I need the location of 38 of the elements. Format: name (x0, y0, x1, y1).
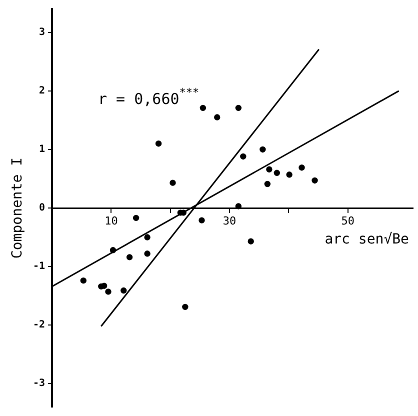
y-tick-label: -3 (32, 378, 46, 390)
point (120, 287, 127, 294)
point (214, 114, 220, 120)
point (286, 172, 292, 178)
x-axis-title: arc sen√Be (324, 232, 409, 248)
x-tick-label: 50 (341, 214, 355, 228)
point (155, 140, 162, 147)
point (198, 217, 205, 224)
annotation: r = 0,660*** (98, 86, 200, 108)
point (200, 104, 206, 112)
y-tick-label: 1 (39, 144, 46, 156)
point (144, 234, 150, 240)
point (248, 238, 254, 244)
point (240, 153, 246, 160)
y-tick-label: 2 (39, 86, 46, 97)
point (110, 247, 116, 254)
x-tick-label: 10 (104, 214, 118, 228)
y-tick-label: -1 (32, 261, 46, 272)
point (260, 146, 266, 153)
point (126, 254, 133, 260)
y-tick-label: 0 (39, 202, 46, 214)
y-tick-label: -2 (32, 320, 46, 331)
point (312, 177, 318, 184)
point (105, 288, 112, 295)
point (264, 180, 271, 188)
point (235, 203, 242, 210)
point (80, 277, 87, 284)
point (182, 304, 188, 310)
point (170, 180, 176, 186)
point (235, 104, 242, 112)
point (298, 164, 305, 171)
y-tick-label: 3 (39, 27, 46, 38)
point (266, 166, 272, 172)
point (132, 214, 140, 222)
y-axis-title: Componente I (10, 157, 26, 259)
point (274, 170, 280, 176)
x-tick-label: 30 (222, 214, 236, 228)
point (144, 250, 150, 257)
